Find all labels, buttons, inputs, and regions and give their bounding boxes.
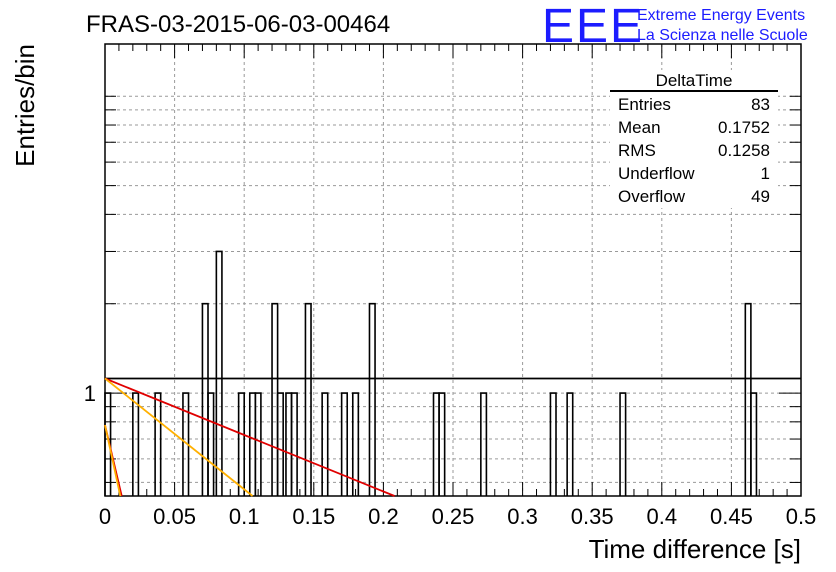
histogram-bar [480, 392, 488, 496]
fit-line [104, 377, 395, 497]
fit-lines [104, 377, 801, 497]
histogram-bar [254, 392, 262, 496]
eee-logo: EEE Extreme Energy Events La Scienza nel… [542, 0, 808, 53]
x-tick-label: 0.5 [786, 504, 817, 529]
stats-title: DeltaTime [656, 71, 733, 90]
stats-label: RMS [618, 141, 656, 160]
stats-label: Underflow [618, 164, 695, 183]
histogram-bar [248, 392, 257, 496]
stats-box: DeltaTime Entries 83 Mean 0.1752 RMS 0.1258 Un… [610, 70, 778, 208]
histogram-bar [215, 250, 223, 496]
logo-eee-text: EEE [542, 0, 644, 53]
histogram-bar [201, 302, 209, 496]
x-tick-label: 0.35 [571, 504, 614, 529]
histogram-bar [237, 392, 245, 496]
fit-line [104, 377, 254, 497]
y-axis-title: Entries/bin [10, 44, 40, 167]
stats-label: Mean [618, 118, 661, 137]
histogram-bar [566, 392, 574, 496]
x-tick-label: 0.45 [710, 504, 753, 529]
histogram-bar [290, 392, 298, 496]
histogram-bar [549, 392, 557, 496]
grid-lines [105, 44, 801, 496]
fit-line [104, 424, 122, 497]
logo-line-1: Extreme Energy Events [637, 7, 805, 24]
x-tick-label: 0.4 [647, 504, 678, 529]
histogram-bar [276, 392, 284, 496]
stats-rows: Entries 83 Mean 0.1752 RMS 0.1258 Underflow 1 Ov… [618, 95, 770, 206]
histogram-bar [619, 392, 627, 496]
histogram-bar [340, 392, 349, 496]
histogram-bar [304, 302, 312, 496]
x-tick-label: 0.2 [368, 504, 399, 529]
stats-label: Entries [618, 95, 671, 114]
histogram-bar [438, 392, 446, 496]
stats-box-background [610, 70, 778, 208]
x-tick-label: 0.05 [153, 504, 196, 529]
y-tick-labels: 1 [84, 381, 96, 406]
histogram-bar [132, 392, 140, 496]
chart-title: FRAS-03-2015-06-03-00464 [86, 11, 390, 38]
histogram-bar [104, 392, 112, 496]
stats-value: 0.1752 [718, 118, 770, 137]
y-tick-label: 1 [84, 381, 96, 406]
x-tick-label: 0 [99, 504, 111, 529]
x-tick-label: 0.3 [507, 504, 538, 529]
stats-value: 83 [751, 95, 770, 114]
x-tick-label: 0.1 [229, 504, 260, 529]
stats-value: 0.1258 [718, 141, 770, 160]
histogram-bar [744, 302, 752, 496]
histogram-bar [285, 392, 293, 496]
histogram-bar [432, 392, 440, 496]
histogram-bar [321, 392, 329, 496]
histogram-bar [368, 302, 376, 496]
histogram-bar [351, 392, 360, 496]
logo-line-2: La Scienza nelle Scuole [637, 27, 808, 44]
x-axis-title: Time difference [s] [589, 534, 801, 564]
histogram-bar [154, 392, 162, 496]
plot-frame [104, 43, 802, 497]
stats-value: 1 [761, 164, 770, 183]
x-tick-label: 0.25 [432, 504, 475, 529]
x-tick-label: 0.15 [292, 504, 335, 529]
stats-label: Overflow [618, 187, 686, 206]
histogram-bar [271, 302, 279, 496]
x-tick-labels: 0 0.05 0.1 0.15 0.2 0.25 0.3 0.35 0.4 0.45 0.5 [99, 504, 816, 529]
histogram-bar [750, 392, 758, 496]
stats-value: 49 [751, 187, 770, 206]
histogram-bar [207, 392, 215, 496]
